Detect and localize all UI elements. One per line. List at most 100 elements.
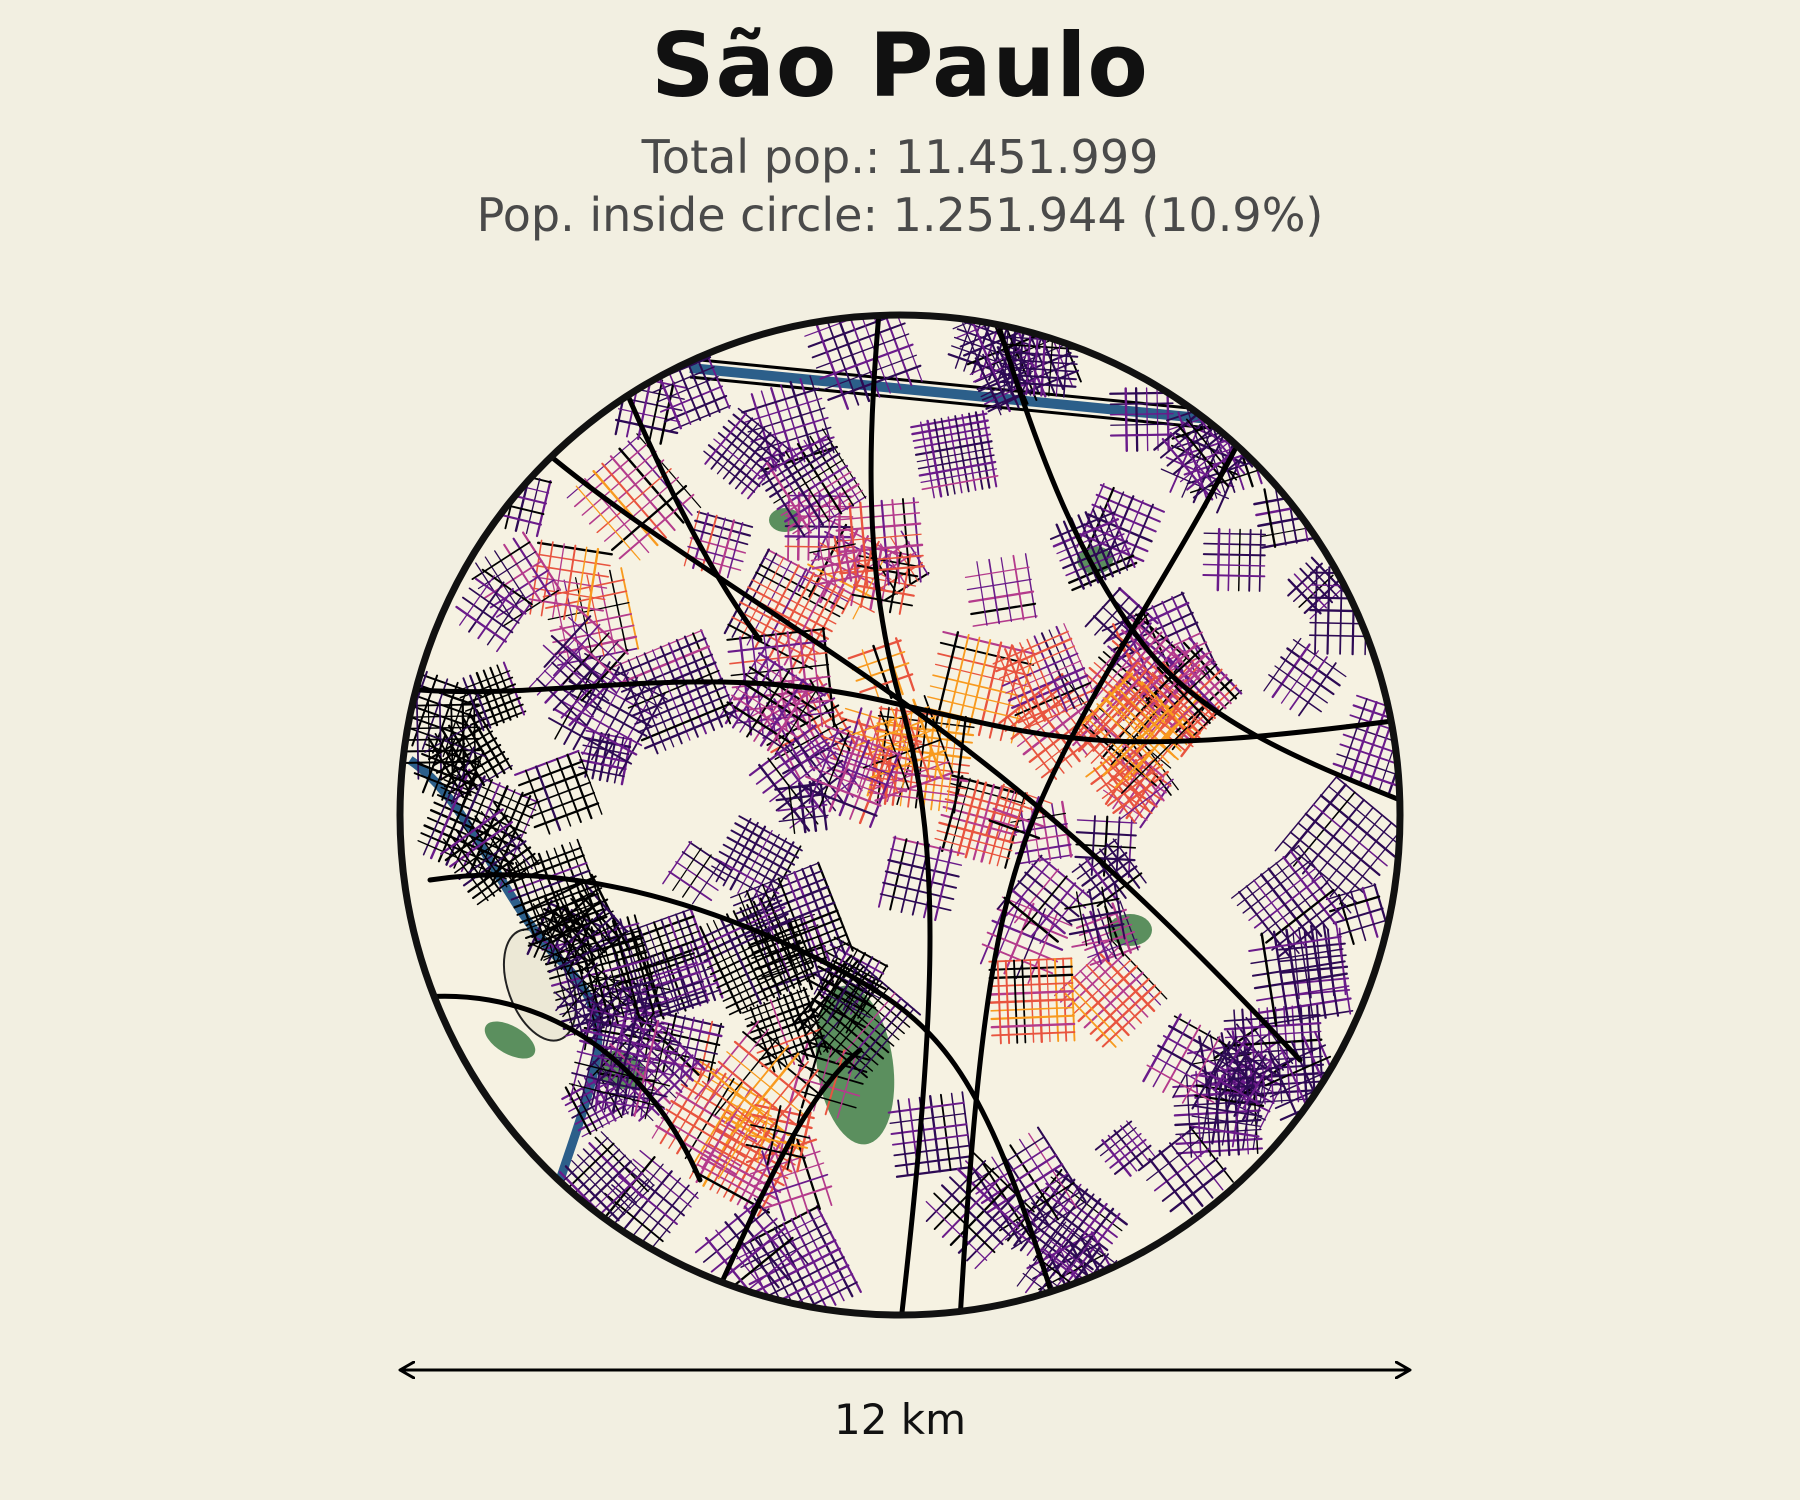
street-segment — [621, 1043, 682, 1105]
street-segment — [1292, 639, 1347, 678]
street-segment — [1084, 715, 1152, 782]
street-segment — [817, 861, 854, 952]
street-segment — [940, 417, 956, 495]
street-segment — [1126, 1120, 1156, 1158]
street-segment — [901, 702, 932, 782]
street-segment — [568, 616, 620, 664]
street-segment — [1297, 844, 1352, 914]
street-segment — [742, 1031, 822, 1097]
street-segment — [801, 868, 838, 958]
street-segment — [468, 820, 514, 883]
street-segment — [699, 925, 742, 1015]
street-segment — [460, 750, 485, 809]
street-segment — [1124, 387, 1129, 453]
street-segment — [449, 833, 496, 897]
street-segment — [431, 738, 456, 797]
street-segment — [1103, 604, 1140, 645]
street-segment — [1166, 386, 1170, 452]
major-road — [517, 427, 1303, 1063]
street-segment — [823, 315, 860, 406]
street-segment — [1146, 1137, 1203, 1182]
street-segment — [862, 738, 942, 769]
street-segment — [815, 333, 910, 369]
street-segment — [1348, 701, 1378, 782]
street-segment — [1264, 1055, 1332, 1087]
street-segment — [1148, 1157, 1194, 1215]
street-segment — [918, 460, 997, 477]
street-segment — [1202, 574, 1266, 578]
street-segment — [761, 883, 798, 974]
street-segment — [917, 454, 995, 470]
street-segment — [545, 590, 628, 609]
street-segment — [750, 1124, 811, 1139]
street-segment — [1260, 932, 1278, 1027]
street-segment — [692, 1083, 743, 1165]
street-segment — [835, 512, 921, 521]
street-segment — [480, 811, 527, 874]
street-segment — [1026, 638, 1061, 716]
street-segment — [999, 380, 1077, 388]
street-segment — [481, 568, 533, 606]
street-segment — [632, 1054, 694, 1116]
street-segment — [571, 1159, 626, 1216]
street-segment — [783, 580, 830, 666]
street-segment — [1242, 859, 1312, 914]
street-segment — [1289, 656, 1328, 711]
street-segment — [614, 637, 707, 677]
street-segment — [1253, 874, 1323, 929]
street-segment — [825, 537, 837, 585]
street-segment — [1010, 888, 1066, 935]
street-segment — [1185, 1071, 1193, 1158]
street-segment — [1227, 1080, 1326, 1089]
street-segment — [578, 766, 625, 778]
major-road — [417, 679, 1400, 745]
street-segment — [1003, 896, 1059, 943]
street-segment — [776, 996, 802, 1063]
street-segment — [709, 1093, 760, 1175]
street-segment — [474, 815, 521, 879]
street-segment — [751, 579, 837, 625]
street-segment — [1109, 402, 1174, 406]
street-segment — [680, 1083, 763, 1134]
street-segment — [887, 1101, 965, 1114]
street-segment — [997, 651, 1031, 728]
street-segment — [871, 761, 950, 791]
street-segment — [837, 492, 842, 562]
street-segment — [996, 907, 1069, 939]
street-segment — [734, 699, 834, 713]
street-segment — [981, 361, 1076, 401]
street-segment — [704, 1028, 770, 1108]
street-segment — [894, 1155, 972, 1168]
street-segment — [549, 613, 633, 632]
street-segment — [763, 1001, 789, 1068]
street-segment — [1014, 843, 1072, 855]
major-road — [957, 417, 1253, 1315]
street-segment — [833, 535, 845, 584]
street-segment — [874, 771, 954, 802]
street-segment — [897, 1099, 909, 1177]
street-segment — [455, 828, 502, 893]
street-segment — [861, 649, 881, 703]
street-segment — [449, 821, 513, 868]
street-segment — [667, 642, 707, 735]
street-segment — [719, 916, 762, 1005]
street-segment — [784, 476, 856, 523]
street-segment — [1162, 691, 1203, 744]
major-road — [997, 327, 1400, 803]
street-segment — [766, 704, 840, 746]
street-segment — [1153, 685, 1194, 738]
street-segment — [462, 677, 485, 732]
street-segment — [726, 1051, 806, 1116]
street-segment — [1238, 890, 1293, 961]
street-segment — [575, 485, 641, 561]
street-segment — [700, 629, 740, 721]
street-segment — [1268, 674, 1322, 713]
street-segment — [592, 470, 659, 547]
street-segment — [450, 746, 475, 805]
street-segment — [747, 586, 833, 633]
street-segment — [726, 701, 795, 746]
street-segment — [1158, 1149, 1204, 1208]
street-segment — [564, 1086, 592, 1135]
street-segment — [1119, 1125, 1150, 1162]
street-segment — [766, 462, 812, 534]
